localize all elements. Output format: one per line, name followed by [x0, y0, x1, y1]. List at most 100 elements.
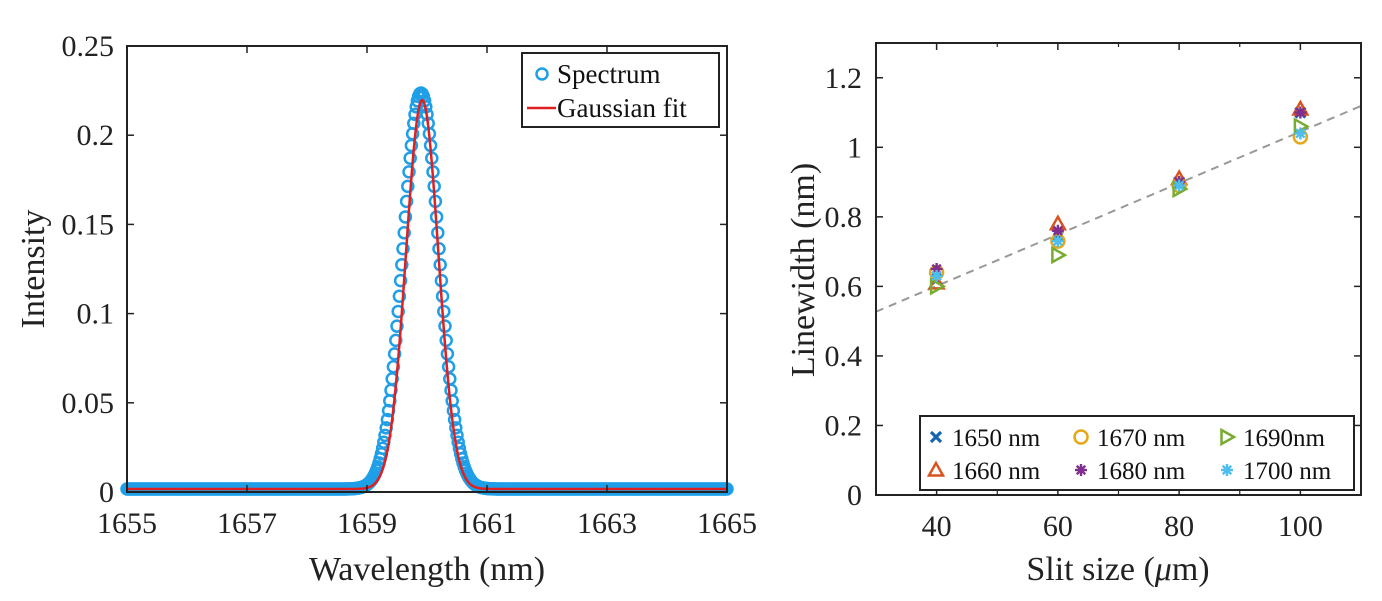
spectrum-axes-box [126, 45, 728, 493]
spectrum-point [441, 360, 456, 374]
legend-marker [1221, 464, 1233, 476]
x-tick-label: 100 [1278, 510, 1323, 543]
linewidth-legend-box [919, 415, 1355, 491]
spectrum-point [444, 383, 458, 397]
spectrum-point [386, 360, 401, 374]
y-tick-label: 0.8 [825, 201, 863, 234]
legend-label: 1690nm [1243, 425, 1326, 452]
linewidth-chart: 40 60 80 100 0 0.2 0.4 0.6 0.8 1 1.2 Slit size (μm… [785, 42, 1362, 588]
y-tick-label: 0.2 [825, 409, 863, 442]
series-1660-nm [927, 99, 1310, 290]
spectrum-point [403, 151, 417, 165]
linewidth-legend: 1650 nm 1660 nm 1670 nm 1680 nm 1690nm 1700 n… [919, 415, 1355, 491]
x-tick-label: 1657 [217, 507, 277, 540]
y-tick-label: 0.2 [77, 119, 115, 152]
spectrum-legend-box [521, 52, 720, 128]
spectrum-point [440, 347, 455, 361]
y-tick-label: 0 [847, 479, 862, 512]
spectrum-series [120, 86, 734, 496]
legend-label: 1670 nm [1097, 425, 1186, 452]
data-point [1173, 179, 1186, 192]
data-point [1051, 245, 1068, 265]
data-point [927, 273, 946, 290]
spectrum-point [397, 226, 411, 240]
y-tick-label: 0.05 [62, 387, 115, 420]
data-point [1051, 224, 1064, 237]
legend-label: 1660 nm [952, 458, 1041, 485]
spectrum-point [396, 242, 410, 256]
spectrum-ticks: 1655 1657 1659 1661 1663 1665 0 0.05 0.1 0.15 0.2 0… [62, 30, 758, 540]
spectrum-point [402, 165, 416, 179]
legend-label-spectrum: Spectrum [557, 59, 660, 89]
spectrum-point [395, 258, 409, 272]
spectrum-point [450, 428, 464, 443]
spectrum-point [398, 210, 413, 224]
x-tick-label: 1659 [337, 507, 397, 540]
x-label-mu: μ [1154, 551, 1172, 588]
x-tick-label: 1655 [97, 507, 157, 540]
linewidth-plot-area [927, 99, 1310, 296]
legend-marker [929, 430, 943, 444]
legend-marker [926, 460, 946, 477]
spectrum-plot-area [120, 86, 734, 496]
y-tick-label: 0.15 [62, 208, 115, 241]
data-point [1294, 127, 1307, 140]
y-tick-label: 1.2 [825, 62, 863, 95]
spectrum-point [449, 421, 463, 435]
linewidth-ticks: 40 60 80 100 0 0.2 0.4 0.6 0.8 1 1.2 [825, 43, 1362, 543]
legend-entry: 1670 nm [1073, 425, 1186, 452]
x-label-suffix: m) [1172, 551, 1210, 588]
legend-label: 1700 nm [1243, 458, 1332, 485]
spectrum-point [443, 372, 457, 386]
spectrum-point [393, 273, 408, 288]
data-point [1294, 106, 1307, 119]
spectrum-point [391, 304, 405, 319]
spectrum-point [389, 333, 403, 348]
data-point [930, 269, 943, 282]
x-tick-label: 1665 [697, 507, 757, 540]
spectrum-point [446, 403, 461, 418]
spectrum-point [399, 194, 414, 209]
legend-marker [1075, 464, 1087, 476]
linewidth-y-axis-label: Linewidth (nm) [785, 163, 822, 377]
legend-entry: 1680 nm [1075, 458, 1186, 485]
x-tick-label: 80 [1164, 510, 1194, 543]
spectrum-point [390, 319, 404, 333]
spectrum-point [447, 412, 462, 427]
legend-label: 1650 nm [952, 425, 1041, 452]
y-tick-label: 0.4 [825, 340, 863, 373]
data-point [1051, 235, 1064, 248]
spectrum-point [401, 179, 415, 194]
series-1700-nm [930, 127, 1307, 282]
legend-label-gaussian-fit: Gaussian fit [557, 93, 687, 123]
x-tick-label: 60 [1043, 510, 1073, 543]
gaussian-fit-line [127, 98, 727, 491]
linewidth-x-axis-label: Slit size (μm) [1026, 551, 1209, 588]
legend-entry: 1650 nm [929, 425, 1041, 452]
series-1650-nm [930, 106, 1307, 286]
y-tick-label: 0.6 [825, 270, 863, 303]
data-point [929, 277, 947, 296]
legend-label: 1680 nm [1097, 458, 1186, 485]
linear-fit-line [876, 105, 1361, 313]
x-tick-label: 40 [922, 510, 952, 543]
legend-entry: 1700 nm [1221, 458, 1332, 485]
spectrum-y-axis-label: Intensity [15, 210, 52, 329]
legend-entry: 1690nm [1220, 425, 1326, 452]
x-tick-label: 1663 [577, 507, 637, 540]
legend-marker [1220, 427, 1237, 447]
y-tick-label: 0 [99, 476, 114, 509]
spectrum-legend: Spectrum Gaussian fit [521, 52, 720, 128]
y-tick-label: 0.25 [62, 30, 115, 63]
series-1680-nm [930, 106, 1307, 275]
spectrum-point [387, 347, 402, 361]
spectrum-chart: 1655 1657 1659 1661 1663 1665 0 0.05 0.1 0.15 0.2 0… [15, 30, 757, 588]
legend-entry: 1660 nm [926, 458, 1041, 485]
spectrum-point [407, 116, 421, 131]
series-1690nm [929, 117, 1310, 296]
y-tick-label: 0.1 [77, 298, 115, 331]
x-label-prefix: Slit size ( [1026, 551, 1154, 588]
spectrum-point [392, 289, 407, 303]
legend-marker [1073, 429, 1089, 445]
